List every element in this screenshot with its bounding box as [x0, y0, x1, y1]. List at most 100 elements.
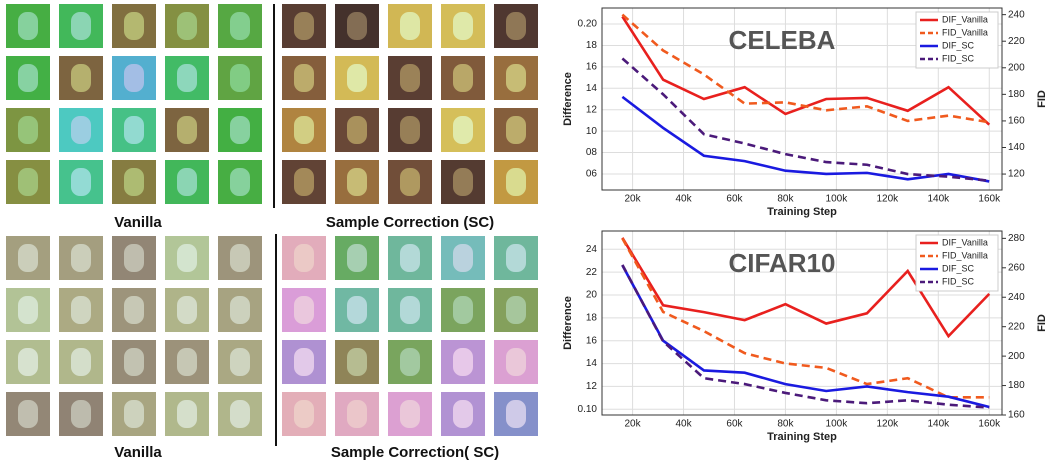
caption: Sample Correction (SC) [326, 214, 494, 231]
thumbnail-detail [294, 348, 314, 376]
y2-tick-label: 160 [1008, 410, 1025, 421]
thumbnail-detail [177, 400, 197, 428]
caption: Vanilla [114, 214, 162, 231]
thumbnail-detail [506, 400, 526, 428]
thumbnail-detail [400, 116, 420, 144]
thumbnail-detail [400, 244, 420, 272]
thumbnail-detail [124, 64, 144, 92]
thumbnail-detail [453, 168, 473, 196]
y2-tick-label: 220 [1008, 321, 1025, 332]
thumbnail-detail [400, 64, 420, 92]
thumbnail-detail [124, 116, 144, 144]
thumbnail-detail [347, 116, 367, 144]
x-tick-label: 120k [877, 419, 900, 430]
thumbnail-detail [347, 296, 367, 324]
thumbnail-detail [124, 12, 144, 40]
thumbnail-detail [294, 64, 314, 92]
x-tick-label: 120k [877, 194, 900, 205]
y-tick-label: 16 [586, 62, 598, 73]
thumbnail-detail [453, 296, 473, 324]
thumbnail-detail [124, 348, 144, 376]
thumbnail-detail [347, 400, 367, 428]
thumbnail-detail [124, 296, 144, 324]
thumbnail-detail [400, 12, 420, 40]
thumbnail-detail [124, 244, 144, 272]
x-axis-label: Training Step [767, 206, 837, 218]
thumbnail-detail [177, 296, 197, 324]
y2-axis-label: FID [1036, 90, 1047, 108]
y-tick-label: 0.20 [578, 19, 598, 30]
legend-label: FID_SC [942, 276, 975, 286]
y-tick-label: 24 [586, 244, 598, 255]
y2-tick-label: 120 [1008, 169, 1025, 180]
thumbnail-detail [230, 400, 250, 428]
thumbnail-detail [177, 64, 197, 92]
figure: Vanilla Sample Correction (SC) Vanilla S… [0, 0, 1047, 461]
thumbnail-detail [347, 348, 367, 376]
y-tick-label: 14 [586, 358, 598, 369]
y-tick-label: 14 [586, 83, 598, 94]
y2-tick-label: 140 [1008, 142, 1025, 153]
y-tick-label: 08 [586, 147, 598, 158]
y-tick-label: 10 [586, 126, 598, 137]
legend-label: DIF_SC [942, 40, 975, 50]
x-tick-label: 20k [625, 194, 642, 205]
thumbnail-detail [453, 116, 473, 144]
thumbnail-detail [506, 348, 526, 376]
legend-label: DIF_Vanilla [942, 237, 988, 247]
thumbnail-detail [18, 12, 38, 40]
y2-tick-label: 260 [1008, 262, 1025, 273]
y-tick-label: 18 [586, 312, 598, 323]
thumbnail-detail [294, 116, 314, 144]
thumbnail-detail [18, 244, 38, 272]
x-tick-label: 80k [777, 194, 794, 205]
thumbnail-detail [453, 348, 473, 376]
thumbnail-detail [71, 400, 91, 428]
x-tick-label: 60k [726, 419, 743, 430]
thumbnail-detail [71, 64, 91, 92]
caption: Vanilla [114, 444, 162, 461]
thumbnail-detail [506, 168, 526, 196]
thumbnail-detail [294, 400, 314, 428]
y2-tick-label: 180 [1008, 89, 1025, 100]
y-tick-label: 12 [586, 104, 598, 115]
x-tick-label: 160k [978, 419, 1001, 430]
thumbnail-detail [230, 12, 250, 40]
y2-tick-label: 240 [1008, 292, 1025, 303]
x-tick-label: 140k [927, 194, 950, 205]
thumbnail-detail [18, 64, 38, 92]
thumbnail-detail [230, 296, 250, 324]
thumbnail-detail [506, 12, 526, 40]
y-tick-label: 20 [586, 290, 598, 301]
thumbnail-detail [71, 244, 91, 272]
thumbnail-detail [453, 64, 473, 92]
thumbnail-detail [453, 12, 473, 40]
y-tick-label: 06 [586, 169, 598, 180]
thumbnail-detail [506, 64, 526, 92]
x-tick-label: 40k [675, 419, 692, 430]
x-tick-label: 100k [826, 194, 849, 205]
x-tick-label: 40k [675, 194, 692, 205]
y2-tick-label: 200 [1008, 62, 1025, 73]
series-line [622, 58, 989, 180]
y2-tick-label: 180 [1008, 380, 1025, 391]
thumbnail-detail [506, 116, 526, 144]
thumbnail-detail [294, 244, 314, 272]
thumbnail-detail [506, 244, 526, 272]
x-tick-label: 20k [625, 419, 642, 430]
caption: Sample Correction( SC) [331, 444, 499, 461]
chart-title: CELEBA [729, 25, 836, 55]
thumbnail-detail [506, 296, 526, 324]
thumbnail-detail [71, 296, 91, 324]
thumbnail-detail [347, 12, 367, 40]
thumbnail-detail [294, 168, 314, 196]
thumbnail-detail [230, 348, 250, 376]
thumbnail-detail [400, 348, 420, 376]
x-tick-label: 100k [826, 419, 849, 430]
thumbnail-detail [453, 244, 473, 272]
thumbnail-detail [124, 400, 144, 428]
legend-label: DIF_SC [942, 263, 975, 273]
x-tick-label: 60k [726, 194, 743, 205]
thumbnail-detail [71, 168, 91, 196]
thumbnail-detail [347, 168, 367, 196]
